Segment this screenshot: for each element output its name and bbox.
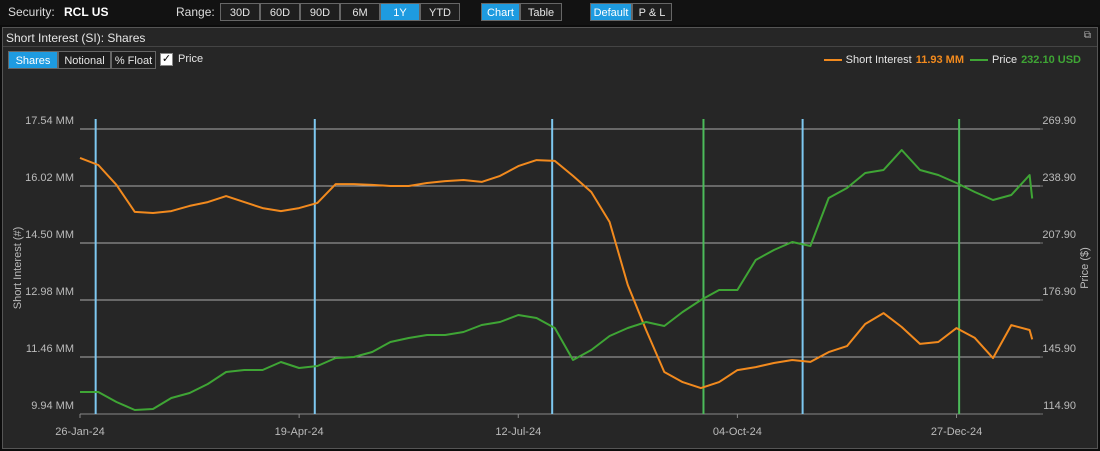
security: RCL US — [64, 5, 109, 19]
legend-value: 232.10 USD — [1021, 54, 1081, 66]
range-button[interactable]: YTD — [420, 3, 460, 21]
range-label: Range: — [176, 5, 215, 19]
legend-swatch — [823, 59, 842, 61]
range-button[interactable]: 90D — [300, 3, 340, 21]
range-button[interactable]: 1Y — [380, 3, 420, 21]
view-button[interactable]: Chart — [481, 3, 520, 21]
mode-button[interactable]: Default — [590, 3, 632, 21]
toolbar: Security: RCL US Range: 30D 60D 90D 6M 1Y YTD Cha… — [0, 0, 1100, 25]
measure-button[interactable]: Shares — [8, 51, 58, 69]
legend-swatch — [970, 59, 988, 61]
mode-button[interactable]: P & L — [632, 3, 672, 21]
legend-label: Short Interest — [845, 54, 912, 66]
panel-title: Short Interest (SI): Shares — [6, 31, 146, 45]
panel: Short Interest (SI): Shares ⧉ Shares Noti… — [2, 27, 1098, 449]
popout-icon[interactable]: ⧉ — [1083, 30, 1091, 41]
range-button[interactable]: 30D — [220, 3, 260, 21]
panel-header: Short Interest (SI): Shares ⧉ — [3, 28, 1097, 47]
measure-button[interactable]: % Float — [111, 51, 156, 69]
price-checkbox-label: Price — [178, 53, 204, 65]
security-label: Security: — [8, 5, 55, 19]
range-button[interactable]: 6M — [340, 3, 380, 21]
price-checkbox[interactable]: ✓ — [160, 53, 173, 66]
legend-label: Price — [992, 54, 1018, 66]
legend: Short Interest 11.93 MM Price 232.10 USD — [823, 54, 1081, 66]
legend-value: 11.93 MM — [915, 54, 964, 66]
view-button[interactable]: Table — [520, 3, 562, 21]
measure-button[interactable]: Notional — [58, 51, 111, 69]
range-button[interactable]: 60D — [260, 3, 300, 21]
